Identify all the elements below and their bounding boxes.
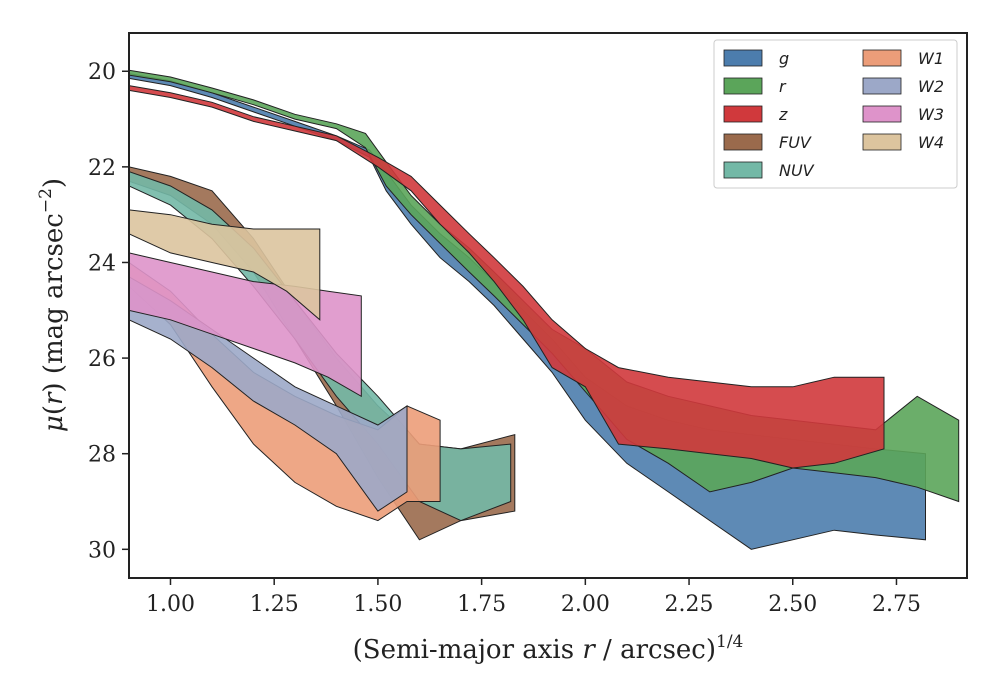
bands-layer: [129, 69, 960, 550]
legend-label-w4: W4: [918, 133, 944, 152]
band-w2: [129, 276, 408, 512]
legend-swatch-w4: [862, 133, 902, 151]
band-r: [129, 69, 960, 503]
y-tick-label: 20: [88, 60, 116, 85]
y-axis-label: μ(r) (mag arcsec−2): [36, 178, 69, 432]
x-tick-label: 2.75: [872, 592, 921, 617]
legend-label-w1: W1: [918, 49, 944, 68]
legend-swatch-nuv: [723, 161, 763, 179]
legend-swatch-w1: [862, 49, 902, 67]
legend-box: [713, 39, 958, 189]
y-tick-label: 22: [88, 156, 116, 181]
legend-swatch-w3: [862, 105, 902, 123]
legend-label-z: z: [778, 105, 788, 124]
legend-swatch-z: [723, 105, 763, 123]
legend-label-fuv: FUV: [779, 133, 812, 152]
y-tick-label: 24: [88, 251, 116, 276]
legend-label-g: g: [779, 49, 789, 68]
x-tick-label: 1.50: [353, 592, 402, 617]
x-tick-label: 1.75: [457, 592, 506, 617]
legend-swatch-g: [723, 49, 763, 67]
y-tick-label: 26: [88, 347, 116, 372]
legend: grz FUV NUV W1 W2 W3 W4: [713, 39, 958, 189]
x-axis: 1.00 1.25 1.50 1.75 2.00 2.25 2.50 2.75: [146, 578, 921, 617]
band-w4: [129, 209, 321, 321]
x-axis-label: (Semi-major axis r / arcsec)1/4: [353, 632, 744, 665]
legend-label-w3: W3: [918, 105, 944, 124]
y-tick-label: 30: [88, 538, 116, 563]
y-axis: 20 22 24 26 28 30: [88, 60, 129, 563]
x-tick-label: 1.00: [146, 592, 195, 617]
x-tick-label: 1.25: [250, 592, 299, 617]
legend-swatch-r: [723, 77, 763, 95]
x-tick-label: 2.50: [768, 592, 817, 617]
x-tick-label: 2.00: [561, 592, 610, 617]
band-z: [129, 85, 885, 469]
plot-frame: [128, 32, 968, 579]
legend-label-r: r: [779, 77, 787, 96]
legend-swatch-fuv: [723, 133, 763, 151]
y-tick-label: 28: [88, 443, 116, 468]
x-tick-label: 2.25: [665, 592, 714, 617]
legend-label-nuv: NUV: [779, 161, 815, 180]
legend-label-w2: W2: [918, 77, 944, 96]
legend-swatch-w2: [862, 77, 902, 95]
